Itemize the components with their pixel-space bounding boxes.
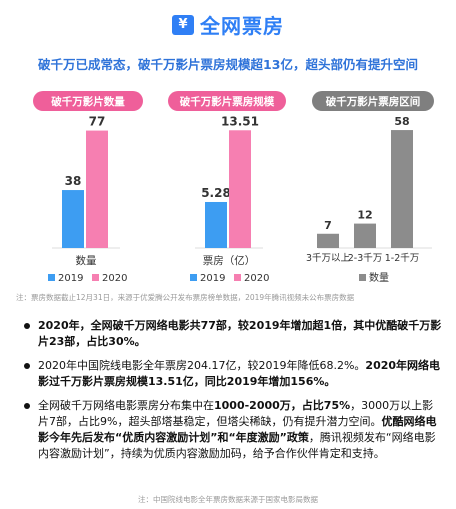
legend-label: 2019 xyxy=(58,273,83,284)
chart-1-title: 破千万影片数量 xyxy=(33,91,143,111)
bar-range xyxy=(354,223,376,248)
bullet-dot-icon xyxy=(24,323,30,329)
bullet-item: 全网破千万网络电影票房分布集中在1000-2000万，占比75%，3000万以上… xyxy=(22,398,444,462)
category-label: 3千万以上 xyxy=(306,253,351,264)
bullet-dot-icon xyxy=(24,363,30,369)
data-label: 5.28 xyxy=(201,186,231,200)
bullet-text: ，3000万以上影片7部，占比9%，超头部塔基稳定，但塔尖稀缺，仍有提升潜力空间… xyxy=(38,399,434,428)
bullet-text: 全网破千万网络电影票房分布集中在 xyxy=(38,399,214,412)
yen-logo-icon: ¥ xyxy=(172,14,194,35)
charts-area: 38 77 数量 2019 2020 5.28 13.51 票房（亿） 2019 2020 7 3千万… xyxy=(48,114,432,284)
bar-2020 xyxy=(86,130,108,248)
footer-note: 注：中国院线电影全年票房数据来源于国家电影局数据 xyxy=(138,495,318,504)
bullet-text: 2020年，全网破千万网络电影共77部，较2019年增加超1倍，其中优酷破千万影… xyxy=(38,319,442,348)
chart-3-title: 破千万影片票房区间 xyxy=(312,91,434,111)
legend-label: 2019 xyxy=(200,273,225,284)
category-label: 1-2千万 xyxy=(385,253,420,264)
data-label: 13.51 xyxy=(221,114,259,128)
data-label: 38 xyxy=(65,174,82,188)
chart-2-title: 破千万影片票房规模 xyxy=(168,91,286,111)
bullet-text: 优酷网络电影今年先后发布“优质内容激励计划”和“年度激励”政策 xyxy=(38,415,437,444)
legend-label: 数量 xyxy=(369,271,389,284)
bullet-text: ，腾讯视频发布“网络电影内容激励计划”，持续为优质内容激励加码，给予合作伙伴肯定… xyxy=(38,431,436,460)
x-axis-label: 票房（亿） xyxy=(203,254,256,267)
data-label: 7 xyxy=(324,219,332,232)
legend-label: 2020 xyxy=(244,273,269,284)
bullet-dot-icon xyxy=(24,403,30,409)
bullet-text: 2020年中国院线电影全年票房204.17亿，较2019年降低68.2%。 xyxy=(38,359,366,372)
legend-swatch-count xyxy=(359,274,366,281)
legend-swatch-2019 xyxy=(48,274,55,281)
data-label: 58 xyxy=(394,115,409,128)
bar-range xyxy=(391,130,413,248)
subtitle: 破千万已成常态，破千万影片票房规模超13亿，超头部仍有提升空间 xyxy=(38,57,418,72)
bar-range xyxy=(317,233,339,248)
bullet-text: 1000-2000万，占比75% xyxy=(214,399,351,412)
bullet-list: 2020年，全网破千万网络电影共77部，较2019年增加超1倍，其中优酷破千万影… xyxy=(22,318,444,470)
legend-swatch-2019 xyxy=(190,274,197,281)
data-label: 12 xyxy=(357,209,372,222)
header: ¥ 全网票房 xyxy=(0,10,456,39)
data-label: 77 xyxy=(89,115,106,129)
bar-2019 xyxy=(205,201,227,248)
bullet-item: 2020年，全网破千万网络电影共77部，较2019年增加超1倍，其中优酷破千万影… xyxy=(22,318,444,350)
legend-swatch-2020 xyxy=(234,274,241,281)
bar-2019 xyxy=(62,190,84,248)
legend-label: 2020 xyxy=(102,273,127,284)
bar-2020 xyxy=(229,130,251,248)
x-axis-label: 数量 xyxy=(76,254,97,267)
bullet-item: 2020年中国院线电影全年票房204.17亿，较2019年降低68.2%。202… xyxy=(22,358,444,390)
bullet-text: 2020年网络电影过千万影片票房规模13.51亿，同比2019年增加156%。 xyxy=(38,359,441,388)
source-note: 注：票房数据截止12月31日，来源于优爱腾公开发布票房榜单数据，2019年腾讯视… xyxy=(16,293,355,302)
category-label: 2-3千万 xyxy=(348,253,383,264)
header-title: 全网票房 xyxy=(200,14,284,38)
legend-swatch-2020 xyxy=(92,274,99,281)
